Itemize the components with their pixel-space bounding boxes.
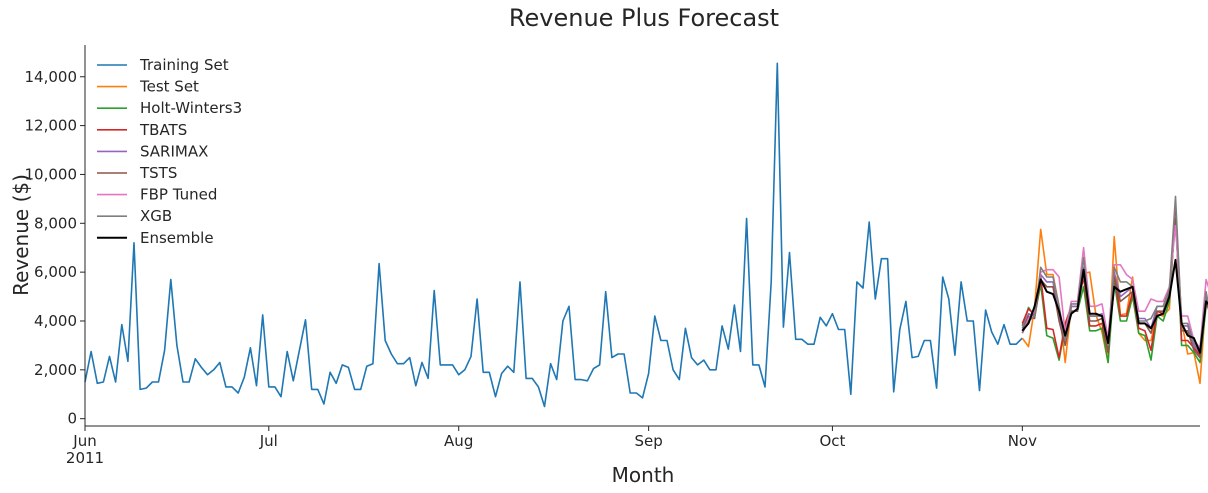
y-tick-label: 10,000 xyxy=(25,165,78,183)
legend-label-tsts: TSTS xyxy=(139,164,177,182)
y-tick-label: 4,000 xyxy=(34,312,77,330)
x-tick-label: Nov xyxy=(1008,432,1037,450)
legend-label-xgb: XGB xyxy=(140,207,172,225)
legend-label-sarimax: SARIMAX xyxy=(140,142,208,160)
series-line-ensemble xyxy=(1021,258,1208,354)
y-ticks: 0 2,000 4,000 6,000 8,000 10,000 12,000 14,000 xyxy=(25,68,85,428)
legend-label-training-set: Training Set xyxy=(139,56,229,74)
x-tick-sublabel: 2011 xyxy=(66,449,104,467)
series-line-holt-winters3 xyxy=(1021,212,1208,364)
x-tick-label: Jul xyxy=(259,432,278,450)
y-tick-label: 12,000 xyxy=(25,117,78,135)
y-tick-label: 6,000 xyxy=(34,263,77,281)
x-tick-label: Sep xyxy=(634,432,662,450)
y-tick-label: 8,000 xyxy=(34,214,77,232)
x-axis-label: Month xyxy=(612,463,675,487)
y-tick-label: 0 xyxy=(67,410,77,428)
y-axis-label: Revenue ($) xyxy=(9,174,33,296)
series-line-fbp-tuned xyxy=(1021,224,1208,349)
x-tick-label: Oct xyxy=(819,432,845,450)
series-line-tbats xyxy=(1021,210,1208,359)
series-line-training-set xyxy=(84,62,1023,408)
series-line-xgb xyxy=(1021,195,1208,352)
legend-label-tbats: TBATS xyxy=(139,121,187,139)
chart-title: Revenue Plus Forecast xyxy=(509,4,779,32)
legend-label-test-set: Test Set xyxy=(139,78,199,96)
x-tick-label: Aug xyxy=(444,432,473,450)
y-tick-label: 2,000 xyxy=(34,361,77,379)
legend-label-holt-winters3: Holt-Winters3 xyxy=(140,99,242,117)
legend-label-ensemble: Ensemble xyxy=(140,229,214,247)
y-tick-label: 14,000 xyxy=(25,68,78,86)
x-tick-label: Jun xyxy=(72,432,96,450)
series-layer xyxy=(84,62,1208,408)
series-line-sarimax xyxy=(1021,215,1208,354)
legend: Training Set Test Set Holt-Winters3 TBATS SA… xyxy=(97,56,242,247)
legend-label-fbp-tuned: FBP Tuned xyxy=(140,186,217,204)
